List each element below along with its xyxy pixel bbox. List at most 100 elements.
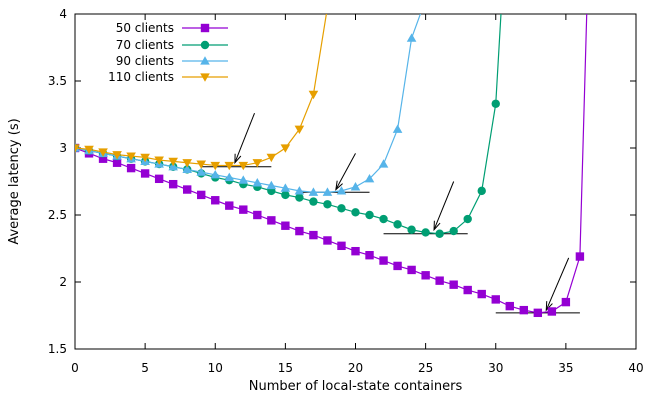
data-point-triangle-down [154,156,164,165]
data-point-square [281,221,290,230]
data-point-triangle-down [294,125,305,135]
data-point-triangle-up [364,174,375,183]
data-point-triangle-down [266,153,277,163]
data-point-square [309,230,318,240]
x-tick-label: 0 [71,361,79,375]
x-tick-label: 35 [558,361,573,375]
data-point-circle [421,228,430,237]
data-point-square [239,205,248,214]
data-point-circle [323,200,332,209]
data-point-triangle-down [210,161,221,171]
data-point-triangle-up [294,186,305,195]
data-point-triangle-up [280,183,291,192]
data-point-square [225,201,234,210]
data-point-square [253,210,262,220]
legend-key [182,23,228,33]
data-point-triangle-down [112,151,122,160]
data-point-square [393,261,402,271]
arrow-shaft [234,112,255,163]
data-point-square [154,174,164,184]
x-tick-label: 25 [418,361,433,375]
data-point-triangle-down [224,161,235,171]
data-point-circle [463,214,472,224]
data-point-triangle-up [200,56,210,65]
data-point-triangle-down [238,161,249,171]
axis-ticks [75,14,636,349]
data-point-circle [393,220,402,229]
data-point-circle [435,229,444,238]
data-point-triangle-down [280,144,291,153]
x-tick-label: 10 [208,361,223,375]
legend-entry-110-clients: 110 clients [108,70,228,84]
y-tick-label: 1.5 [48,342,67,356]
data-point-triangle-up [266,180,277,190]
data-point-triangle-up [378,159,389,168]
data-point-triangle-up [308,187,319,196]
x-axis-title: Number of local-state containers [249,379,463,394]
data-point-square [168,179,178,189]
data-point-square [519,305,528,315]
data-point-square [547,307,557,316]
data-point-square [435,276,444,285]
data-point-triangle-up [406,33,417,42]
data-point-circle [477,186,486,196]
y-tick-label: 3.5 [48,74,67,88]
legend-label: 50 clients [116,21,174,35]
data-point-square [337,241,346,251]
data-point-square [491,295,500,304]
data-point-triangle-down [140,153,150,163]
data-point-square [505,301,514,311]
data-point-triangle-up [182,164,192,174]
data-point-circle [365,210,374,220]
data-point-triangle-down [182,159,192,168]
y-tick-label: 2.5 [48,208,67,222]
data-point-triangle-down [84,145,94,155]
data-point-triangle-down [252,159,263,168]
y-tick-labels: 1.5 2 2.5 3 3.5 4 [48,7,67,356]
arrow-head [335,180,343,191]
data-point-triangle-up [392,124,403,133]
legend-key [182,40,228,50]
data-point-triangle-up [350,182,361,191]
data-point-square [211,196,220,205]
data-point-triangle-down [75,144,80,153]
data-point-triangle-up [252,178,263,187]
data-point-square [112,158,122,167]
legend-key [182,73,228,82]
data-point-square [365,251,374,260]
legend-entry-90-clients: 90 clients [116,54,228,68]
legend-label: 110 clients [108,70,174,84]
data-point-triangle-down [98,148,108,157]
data-point-circle [337,204,346,213]
legend-label: 90 clients [116,54,174,68]
data-point-square [295,226,304,236]
x-tick-label: 40 [628,361,643,375]
data-point-square [140,169,150,178]
data-point-circle [351,208,360,217]
legend: 50 clients 70 clients 90 clients 110 cli… [108,21,228,84]
y-tick-label: 4 [59,7,67,21]
x-tick-label: 20 [348,361,363,375]
legend-label: 70 clients [116,38,174,52]
arrow-head [234,153,242,165]
legend-entry-50-clients: 50 clients [116,21,228,35]
x-tick-label: 30 [488,361,503,375]
data-point-square [98,154,108,163]
legend-entry-70-clients: 70 clients [116,38,228,52]
data-point-circle [407,225,416,234]
series-110-clients [75,14,327,171]
data-point-triangle-up [224,172,235,182]
data-point-square [323,236,332,245]
data-point-square [407,265,416,275]
data-point-triangle-down [126,152,136,161]
y-tick-label: 2 [59,275,67,289]
series-50-clients [75,14,588,318]
data-point-circle [449,226,458,236]
data-point-square [200,23,210,33]
data-point-triangle-down [308,90,319,100]
data-point-circle [491,99,500,108]
data-point-square [379,256,388,265]
data-point-square [463,285,472,295]
data-point-square [267,216,276,225]
